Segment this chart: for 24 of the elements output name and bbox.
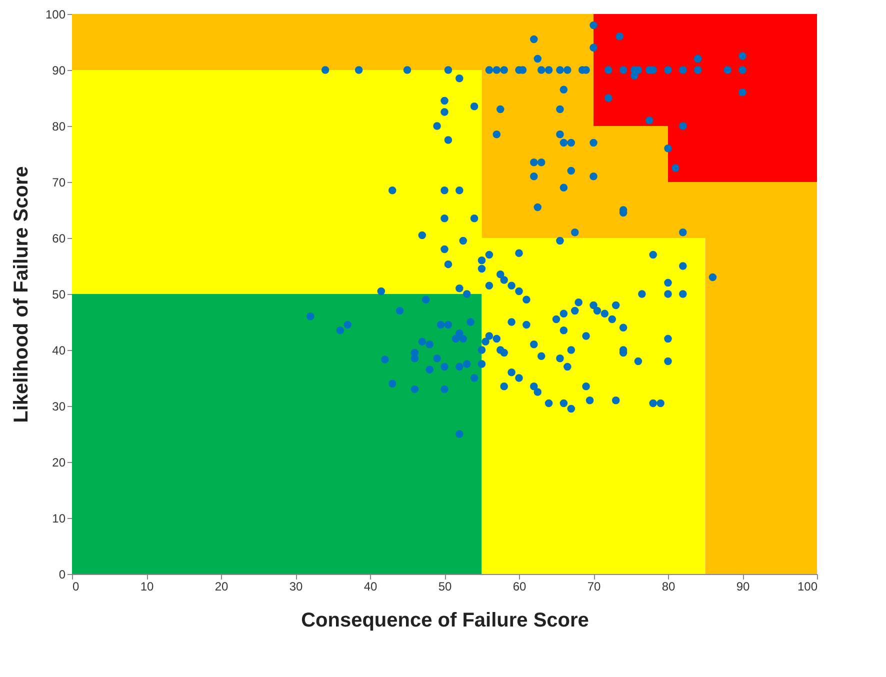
x-tick-label: 100 <box>797 580 818 594</box>
y-tick-label: 70 <box>52 176 66 190</box>
x-tick-label: 70 <box>587 580 601 594</box>
x-tick-label: 60 <box>512 580 526 594</box>
x-tick-label: 90 <box>736 580 750 594</box>
x-axis-title: Consequence of Failure Score <box>301 610 589 632</box>
y-tick-label: 50 <box>52 288 66 302</box>
y-tick-label: 60 <box>52 232 66 246</box>
y-tick-label: 0 <box>58 568 66 582</box>
y-tick-label: 10 <box>52 512 66 526</box>
y-tick-label: 80 <box>52 120 66 134</box>
x-tick-label: 80 <box>662 580 676 594</box>
y-axis-title: Likelihood of Failure Score <box>10 166 32 423</box>
x-tick-label: 30 <box>289 580 303 594</box>
x-tick-label: 20 <box>214 580 228 594</box>
y-tick-label: 20 <box>52 456 66 470</box>
y-tick-label: 30 <box>52 400 66 414</box>
x-tick-label: 50 <box>438 580 452 594</box>
y-tick-label: 40 <box>52 344 66 358</box>
y-tick-label: 90 <box>52 64 66 78</box>
x-tick-label: 10 <box>140 580 154 594</box>
y-tick-label: 100 <box>45 8 66 22</box>
x-tick-label: 0 <box>72 580 80 594</box>
x-tick-label: 40 <box>364 580 378 594</box>
